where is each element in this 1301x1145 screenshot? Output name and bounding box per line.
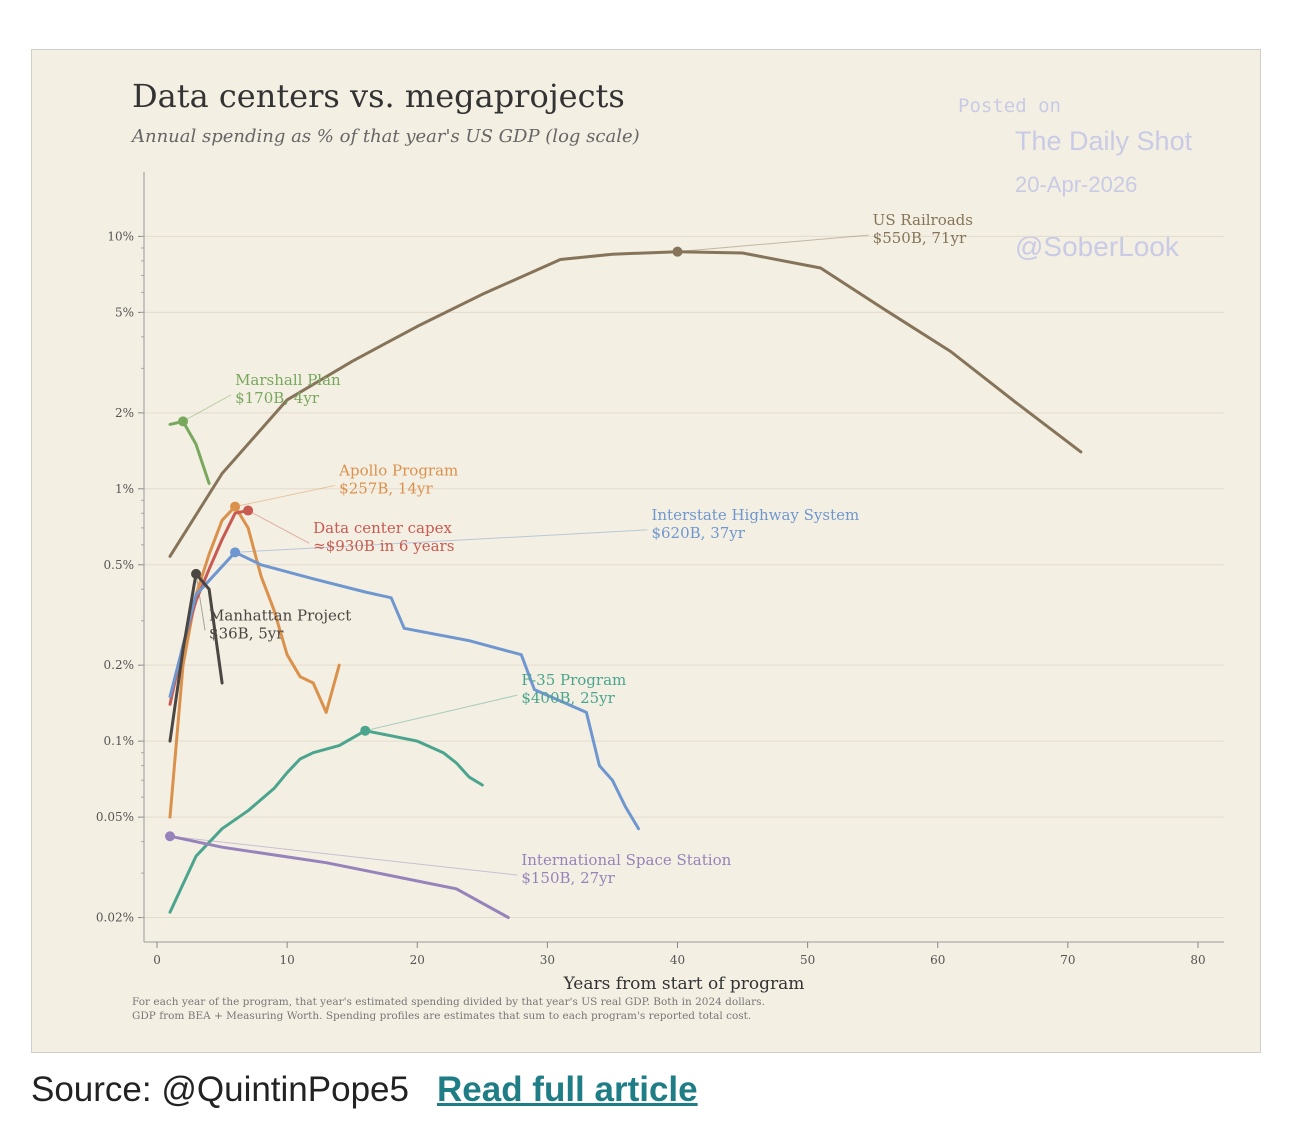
y-tick-label: 5%	[115, 305, 134, 319]
series-marker-us-railroads	[672, 246, 683, 257]
connector-interstate-highway-system	[235, 529, 648, 553]
series-marker-international-space-station	[165, 831, 176, 842]
series-label-data-center-capex: Data center capex	[313, 519, 452, 537]
connector-data-center-capex	[247, 510, 310, 544]
footnote-line-2: GDP from BEA + Measuring Worth. Spending…	[132, 1010, 751, 1022]
y-tick-label: 0.02%	[96, 911, 134, 925]
read-full-article-link[interactable]: Read full article	[436, 1070, 698, 1109]
connector-f-35-program	[365, 694, 518, 732]
y-tick-label: 0.05%	[96, 810, 134, 824]
series-label-marshall-plan: Marshall Plan	[235, 371, 341, 389]
series-lines	[165, 246, 1083, 919]
x-tick-label: 50	[800, 953, 815, 967]
series-line-f-35-program	[168, 729, 484, 914]
y-tick-label: 1%	[115, 482, 134, 496]
x-tick-label: 70	[1060, 953, 1075, 967]
x-tick-label: 0	[153, 953, 161, 967]
x-tick-label: 10	[279, 953, 294, 967]
series-label-f-35-program: $400B, 25yr	[521, 689, 615, 707]
series-label-manhattan-project: $36B, 5yr	[209, 624, 284, 642]
source-text: Source: @QuintinPope5	[31, 1070, 409, 1109]
x-tick-label: 80	[1190, 953, 1205, 967]
chart-frame: Data centers vs. megaprojects Annual spe…	[31, 49, 1261, 1053]
series-label-f-35-program: F-35 Program	[521, 671, 626, 689]
footnote-line-1: For each year of the program, that year'…	[132, 996, 765, 1008]
label-connectors	[169, 234, 869, 876]
x-tick-label: 60	[930, 953, 945, 967]
watermark-posted-on: Posted on	[958, 95, 1061, 117]
x-tick-label: 30	[540, 953, 555, 967]
series-label-data-center-capex: ≈$930B in 6 years	[313, 537, 454, 555]
series-label-international-space-station: $150B, 27yr	[521, 869, 615, 887]
connector-apollo-program	[234, 484, 336, 508]
series-marker-marshall-plan	[178, 416, 189, 427]
connector-manhattan-project	[195, 573, 206, 631]
series-label-us-railroads: $550B, 71yr	[873, 229, 967, 247]
chart-svg: Data centers vs. megaprojects Annual spe…	[96, 77, 1224, 1022]
chart-title: Data centers vs. megaprojects	[132, 77, 625, 115]
series-line-us-railroads	[168, 250, 1083, 558]
series-labels: US Railroads$550B, 71yr Marshall Plan$170…	[209, 211, 973, 887]
series-label-interstate-highway-system: $620B, 37yr	[651, 524, 745, 542]
y-tick-label: 0.5%	[104, 558, 135, 572]
series-label-international-space-station: International Space Station	[521, 851, 731, 869]
series-label-marshall-plan: $170B, 4yr	[235, 389, 320, 407]
y-tick-label: 0.2%	[104, 658, 135, 672]
x-tick-label: 20	[410, 953, 425, 967]
series-label-us-railroads: US Railroads	[873, 211, 973, 229]
series-label-apollo-program: $257B, 14yr	[339, 479, 433, 497]
series-line-marshall-plan	[168, 419, 211, 485]
y-tick-label: 2%	[115, 406, 134, 420]
series-line-apollo-program	[168, 505, 341, 819]
series-marker-interstate-highway-system	[230, 547, 241, 558]
y-tick-label: 0.1%	[104, 734, 135, 748]
connector-marshall-plan	[182, 394, 232, 422]
series-marker-apollo-program	[230, 501, 241, 512]
y-tick-label: 10%	[107, 229, 134, 243]
watermark-date: 20-Apr-2026	[1015, 172, 1137, 197]
series-marker-manhattan-project	[191, 568, 202, 579]
axes: 0.02% 0.05% 0.1% 0.2% 0.5% 1% 2% 5% 10% 0 10 20 30 40…	[96, 172, 1224, 967]
series-label-manhattan-project: Manhattan Project	[209, 606, 351, 624]
grid-lines	[144, 235, 1224, 919]
series-marker-f-35-program	[360, 725, 371, 736]
series-marker-data-center-capex	[243, 505, 254, 516]
chart-subtitle: Annual spending as % of that year's US G…	[130, 126, 640, 147]
watermark-handle: @SoberLook	[1015, 231, 1180, 262]
series-label-interstate-highway-system: Interstate Highway System	[651, 506, 859, 524]
caption: Source: @QuintinPope5 Read full article	[31, 1062, 698, 1118]
x-tick-label: 40	[670, 953, 685, 967]
series-line-international-space-station	[168, 834, 510, 919]
x-axis-label: Years from start of program	[563, 974, 805, 994]
series-label-apollo-program: Apollo Program	[338, 461, 458, 479]
watermark-site: The Daily Shot	[1015, 126, 1193, 156]
connector-us-railroads	[677, 234, 869, 253]
series-line-interstate-highway-system	[168, 550, 640, 831]
connector-international-space-station	[169, 835, 518, 876]
